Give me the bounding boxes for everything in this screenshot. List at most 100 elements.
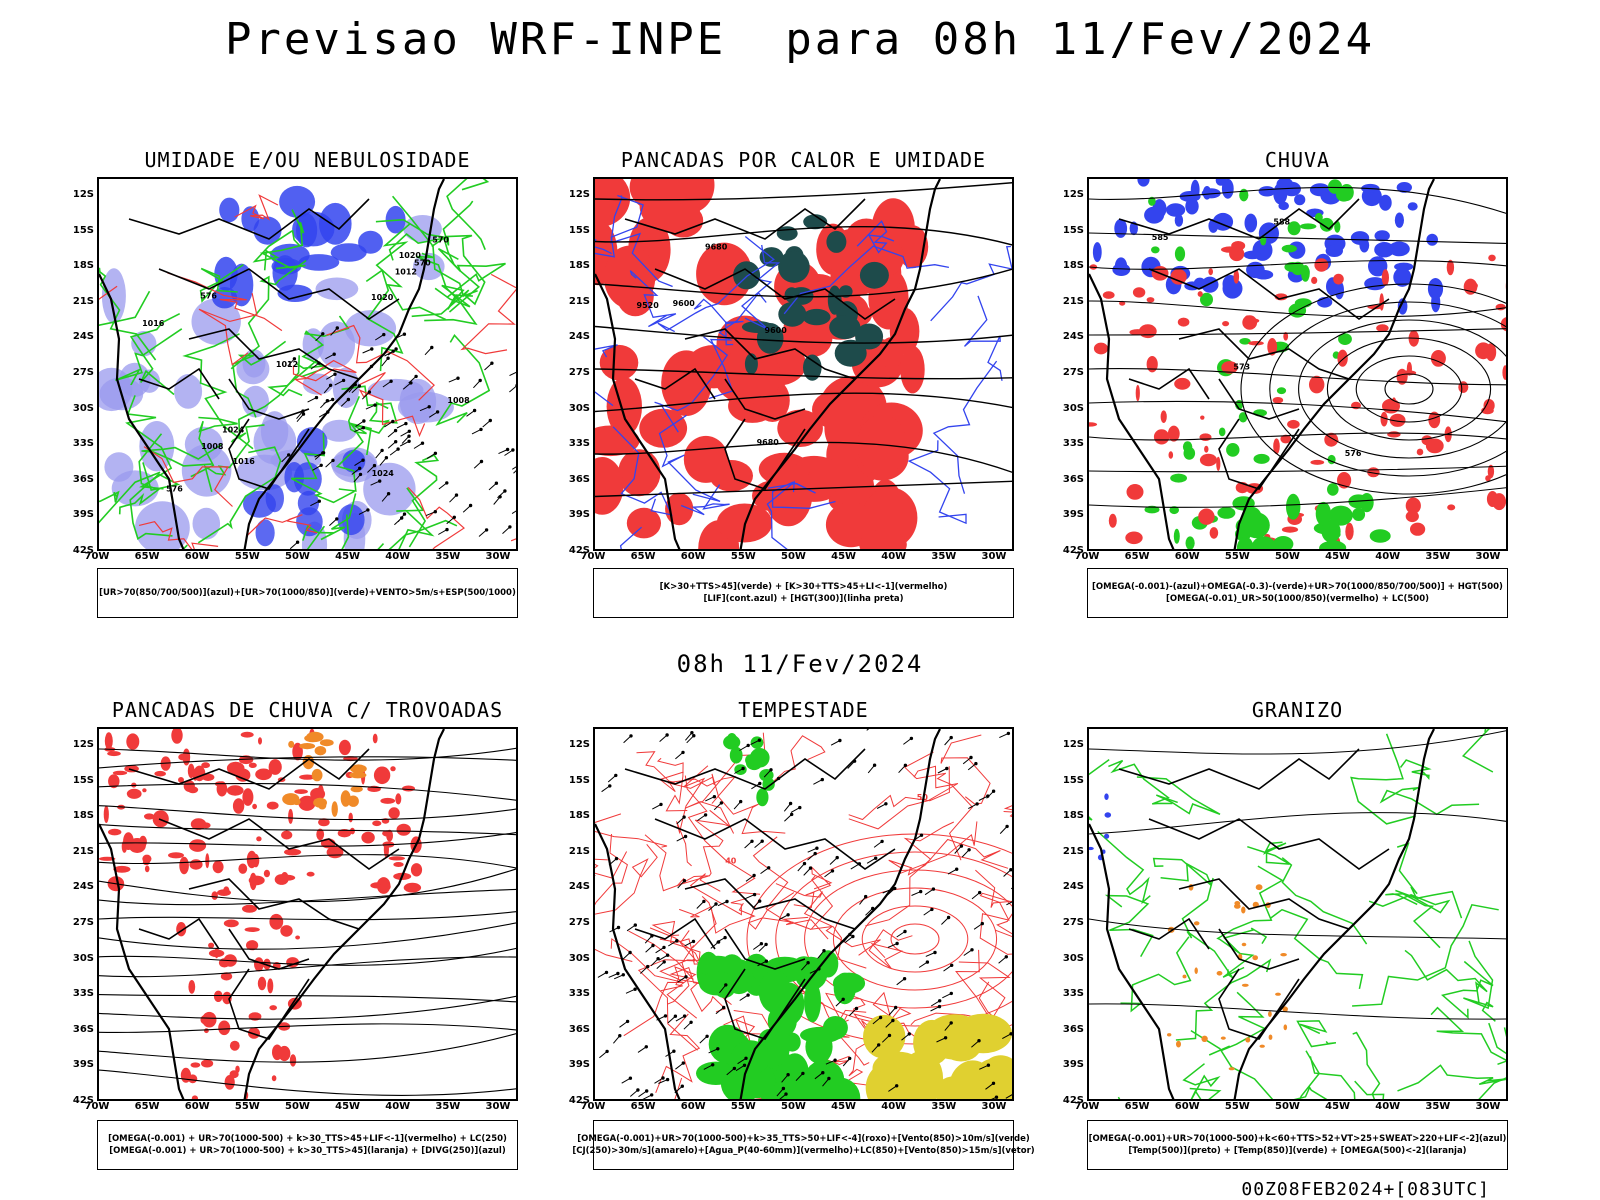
legend-tempestade: [OMEGA(-0.001)+UR>70(1000-500)+k>35_TTS>…	[572, 1120, 1035, 1170]
temp500-contours	[1089, 730, 1506, 1020]
panel-title-pancadas-calor: PANCADAS POR CALOR E UMIDADE	[620, 148, 987, 172]
run-timestamp: 00Z08FEB2024+[083UTC]	[1241, 1179, 1490, 1200]
political-borders	[1118, 748, 1390, 1040]
lat-tick-label: 39S	[1062, 1059, 1084, 1071]
lat-tick-label: 33S	[568, 988, 590, 1000]
contour-label: 1008	[447, 396, 470, 405]
lat-tick-label: 18S	[1062, 810, 1084, 822]
lon-tick-label: 45W	[1325, 551, 1351, 562]
contour-label: 570	[432, 235, 449, 244]
lon-tick-label: 30W	[1475, 1101, 1501, 1112]
lat-tick-label: 33S	[72, 438, 94, 450]
contour-label: 9600	[673, 299, 696, 308]
lon-tick-label: 55W	[234, 1101, 260, 1112]
coastline	[99, 179, 445, 549]
lat-tick-label: 12S	[1062, 189, 1084, 200]
lat-tick-label: 21S	[568, 295, 590, 307]
lat-tick-label: 39S	[72, 509, 94, 521]
lon-tick-label: 65W	[630, 1101, 656, 1112]
legend-umidade: [UR>70(850/700/500)](azul)+[UR>70(1000/8…	[97, 568, 518, 618]
lon-tick-label: 70W	[84, 551, 110, 562]
pressure-labels: 1012101610201024100857657010121016102010…	[142, 235, 470, 493]
map-granizo	[1087, 727, 1508, 1101]
lon-tick-label: 55W	[1224, 1101, 1250, 1112]
lon-tick-label: 55W	[234, 551, 260, 562]
contour-label: 1020	[399, 251, 422, 260]
contour-label: 573	[1233, 363, 1250, 372]
lon-tick-label: 50W	[781, 1101, 806, 1112]
lat-tick-label: 18S	[1062, 260, 1084, 272]
lat-tick-label: 15S	[72, 774, 94, 786]
lat-tick-label: 36S	[568, 473, 590, 485]
lon-tick-label: 40W	[385, 1101, 411, 1112]
lat-tick-label: 39S	[72, 1059, 94, 1071]
lat-tick-label: 33S	[1062, 988, 1084, 1000]
political-borders	[128, 198, 400, 490]
lon-tick-label: 30W	[1475, 551, 1501, 562]
lon-tick-label: 45W	[831, 551, 857, 562]
lat-tick-label: 27S	[568, 367, 590, 378]
legend-line: [OMEGA(-0.001) + UR>70(1000-500) + k>30_…	[108, 1134, 507, 1144]
lon-tick-label: 60W	[1174, 551, 1200, 562]
lat-tick-label: 15S	[568, 774, 590, 786]
lat-tick-label: 27S	[1062, 917, 1084, 928]
legend-granizo: [OMEGA(-0.001)+UR>70(1000-500)+k<60+TTS>…	[1087, 1120, 1508, 1170]
map-pancadas-calor: 9680 9600 9520 9680 9600	[593, 177, 1014, 551]
lon-tick-label: 70W	[1074, 551, 1100, 562]
lon-tick-label: 30W	[485, 1101, 511, 1112]
lat-tick-label: 18S	[568, 810, 590, 822]
lon-tick-label: 50W	[285, 551, 310, 562]
lat-tick-label: 24S	[1062, 881, 1084, 893]
lon-tick-label: 60W	[184, 551, 210, 562]
omega-blue-dots	[1092, 179, 1444, 315]
lon-tick-label: 40W	[1375, 1101, 1401, 1112]
lat-tick-label: 27S	[72, 367, 94, 378]
contour-label: 9680	[757, 438, 780, 447]
contour-label: 40	[725, 857, 737, 866]
pw-rings	[746, 833, 1012, 1045]
contour-label: 576	[200, 292, 217, 301]
contour-label: 1024	[372, 469, 395, 478]
hail-blue-dots	[1089, 793, 1112, 861]
map-umidade: 1012 1016 1020 1024 1008 576 570 1012 1016 1020 10…	[97, 177, 518, 551]
legend-line: [OMEGA(-0.001)-(azul)+OMEGA(-0.3)-(verde…	[1092, 582, 1503, 592]
humidity-high-fill	[212, 185, 406, 309]
lon-tick-label: 30W	[485, 551, 511, 562]
omega-green-south	[1232, 493, 1391, 549]
legend-line: [OMEGA(-0.001)+UR>70(1000-500)+k<60+TTS>…	[1088, 1134, 1507, 1144]
lon-tick-label: 35W	[931, 551, 957, 562]
coastline	[1089, 179, 1435, 549]
lat-tick-label: 33S	[568, 438, 590, 450]
lon-tick-label: 45W	[1325, 1101, 1351, 1112]
thickness-contours	[99, 194, 516, 549]
lon-tick-label: 55W	[730, 551, 756, 562]
lat-tick-label: 39S	[568, 1059, 590, 1071]
showers-red-dots	[99, 729, 423, 894]
coastline	[99, 729, 445, 1099]
temp850-contours	[1089, 729, 1506, 1099]
lat-tick-label: 24S	[568, 881, 590, 893]
lon-tick-label: 35W	[435, 1101, 461, 1112]
lat-tick-label: 36S	[72, 1023, 94, 1035]
lon-tick-label: 50W	[1275, 551, 1300, 562]
lat-tick-label: 30S	[1062, 952, 1084, 964]
hgt500-streamlines	[1089, 186, 1506, 508]
lat-tick-label: 42S	[1062, 545, 1084, 556]
lon-tick-label: 35W	[435, 551, 461, 562]
lat-tick-label: 42S	[72, 1095, 94, 1106]
lat-tick-label: 36S	[1062, 1023, 1084, 1035]
lat-tick-label: 24S	[1062, 331, 1084, 343]
lon-tick-label: 40W	[881, 551, 907, 562]
lat-tick-label: 12S	[72, 739, 94, 750]
political-borders	[624, 748, 896, 1040]
lat-tick-label: 15S	[1062, 774, 1084, 786]
wind850-vectors	[597, 729, 1012, 1099]
lat-tick-label: 15S	[72, 224, 94, 236]
contour-label: 576	[166, 485, 183, 494]
wind850-green-fill	[696, 950, 866, 1099]
legend-line: [OMEGA(-0.001) + UR>70(1000-500) + k>30_…	[109, 1146, 506, 1156]
lon-tick-label: 35W	[931, 1101, 957, 1112]
hgt500-low	[1240, 283, 1506, 495]
lon-tick-label: 60W	[184, 1101, 210, 1112]
lon-tick-label: 65W	[134, 1101, 160, 1112]
